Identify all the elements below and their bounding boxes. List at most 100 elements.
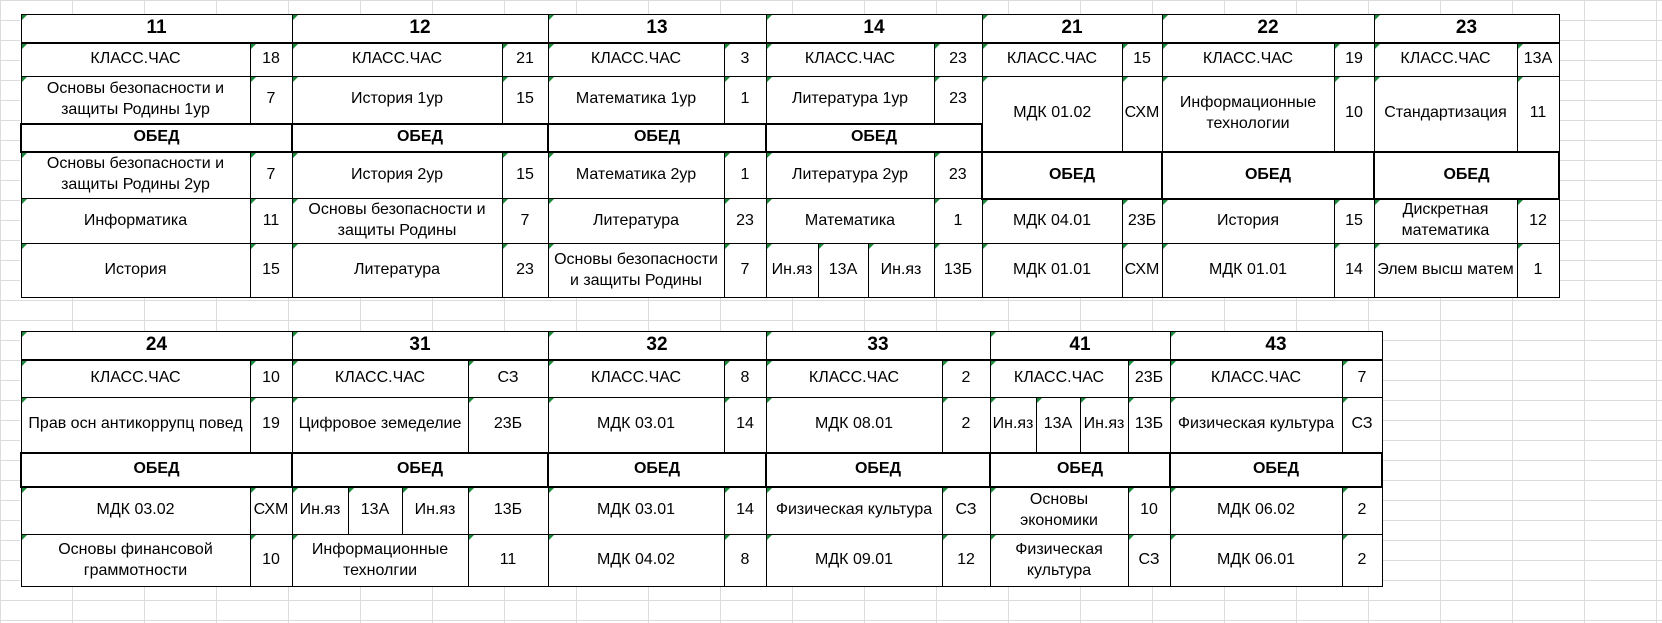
group-header: 13 [547,14,767,44]
subject-cell: Физическая культура [989,534,1129,587]
room-cell: 2 [1341,534,1383,587]
room-cell: 10 [1127,486,1171,535]
group-header: 11 [20,14,293,44]
room-cell: СХМ [1121,243,1163,298]
lunch-cell: ОБЕД [765,451,991,488]
room-cell: 10 [1333,76,1375,152]
room-cell: СХМ [249,486,293,535]
room-cell: 13А [817,243,869,298]
subject-cell: История [20,243,251,298]
room-cell: 15 [501,76,549,124]
lunch-cell: ОБЕД [981,150,1163,200]
group-header: 23 [1373,14,1560,44]
room-cell: 13А [1035,397,1081,453]
subject-cell: МДК 03.01 [547,397,725,453]
room-cell: СЗ [1127,534,1171,587]
room-cell: 3 [723,42,767,77]
group-header: 14 [765,14,983,44]
lunch-cell: ОБЕД [1373,150,1560,200]
subject-cell: КЛАСС.ЧАС [20,359,251,398]
room-cell: 13Б [467,486,549,535]
subject-cell: КЛАСС.ЧАС [1373,42,1518,77]
subject-cell: МДК 04.02 [547,534,725,587]
subject-cell: Стандартизация [1373,76,1518,152]
subject-cell: История 1ур [291,76,503,124]
subject-cell: Основы безопасности и защиты Родины 2ур [20,151,251,199]
subject-cell: Основы безопасности и защиты Родины [291,198,503,244]
subject-cell: КЛАСС.ЧАС [20,42,251,77]
room-cell: 15 [1333,198,1375,244]
schedule-table-top: 11 12 13 14 21 22 23 КЛАСС.ЧАС 18 КЛАСС.… [20,14,1560,298]
room-cell: 23 [933,76,983,124]
subject-cell: Физическая культура [1169,397,1343,453]
group-header: 21 [981,14,1163,44]
subject-cell: Информационные технолгии [291,534,469,587]
room-cell: 2 [941,397,991,453]
room-cell: 7 [249,76,293,124]
subject-cell: История [1161,198,1335,244]
group-header: 12 [291,14,549,44]
room-cell: СЗ [1341,397,1383,453]
lunch-cell: ОБЕД [291,451,549,488]
subject-cell: Литература 2ур [765,151,935,199]
schedule-table-bottom: 24 31 32 33 41 43 КЛАСС.ЧАС 10 КЛАСС.ЧАС… [20,331,1383,587]
room-cell: 23Б [467,397,549,453]
room-cell: 14 [723,486,767,535]
group-header: 33 [765,331,991,361]
subject-cell: Математика 2ур [547,151,725,199]
subject-cell: Основы финансовой граммотности [20,534,251,587]
subject-cell: МДК 08.01 [765,397,943,453]
room-cell: 7 [249,151,293,199]
subject-cell: Ин.яз [867,243,935,298]
group-header: 32 [547,331,767,361]
subject-cell: КЛАСС.ЧАС [291,42,503,77]
room-cell: 1 [723,76,767,124]
subject-cell: МДК 01.01 [1161,243,1335,298]
lunch-cell: ОБЕД [989,451,1171,488]
room-cell: 7 [1341,359,1383,398]
room-cell: 15 [501,151,549,199]
subject-cell: Литература [547,198,725,244]
subject-cell: МДК 01.01 [981,243,1123,298]
room-cell: 12 [941,534,991,587]
lunch-cell: ОБЕД [20,122,293,153]
room-cell: 7 [501,198,549,244]
subject-cell: КЛАСС.ЧАС [989,359,1129,398]
lunch-cell: ОБЕД [547,451,767,488]
subject-cell: МДК 01.02 [981,76,1123,152]
lunch-cell: ОБЕД [765,122,983,153]
subject-cell: Прав осн антикоррупц повед [20,397,251,453]
room-cell: 11 [249,198,293,244]
room-cell: 13А [347,486,403,535]
subject-cell: МДК 03.02 [20,486,251,535]
room-cell: 23Б [1121,198,1163,244]
room-cell: 1 [723,151,767,199]
subject-cell: МДК 09.01 [765,534,943,587]
subject-cell: Ин.яз [765,243,819,298]
subject-cell: КЛАСС.ЧАС [1161,42,1335,77]
room-cell: 8 [723,359,767,398]
lunch-cell: ОБЕД [291,122,549,153]
room-cell: 10 [249,359,293,398]
room-cell: 11 [1516,76,1560,152]
subject-cell: Ин.яз [989,397,1037,453]
room-cell: 15 [1121,42,1163,77]
room-cell: 8 [723,534,767,587]
room-cell: 2 [1341,486,1383,535]
lunch-cell: ОБЕД [547,122,767,153]
subject-cell: История 2ур [291,151,503,199]
room-cell: 1 [1516,243,1560,298]
room-cell: 15 [249,243,293,298]
subject-cell: Цифровое земеделие [291,397,469,453]
room-cell: 11 [467,534,549,587]
subject-cell: Ин.яз [401,486,469,535]
lunch-cell: ОБЕД [20,451,293,488]
room-cell: 14 [723,397,767,453]
subject-cell: Ин.яз [1079,397,1129,453]
room-cell: 23 [933,42,983,77]
room-cell: 23 [501,243,549,298]
lunch-cell: ОБЕД [1169,451,1383,488]
subject-cell: Математика [765,198,935,244]
subject-cell: КЛАСС.ЧАС [765,42,935,77]
